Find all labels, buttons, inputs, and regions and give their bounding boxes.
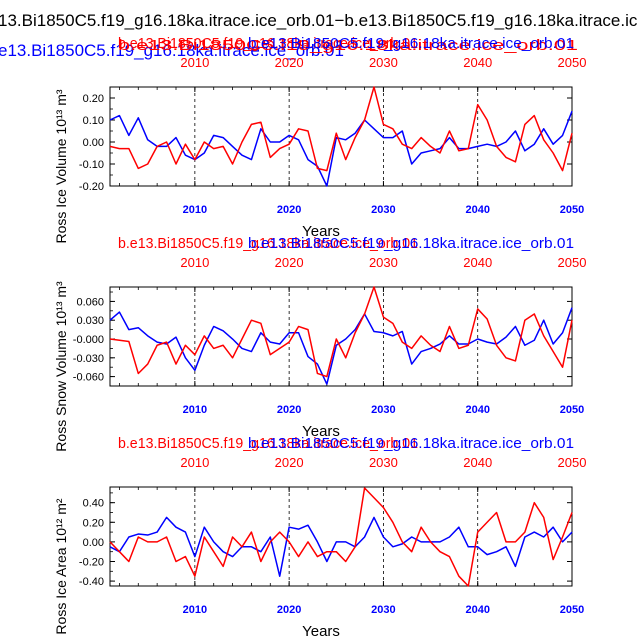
panel-title-red: b.e13.Bi1850C5.f19_g16.18ka.itrace.ice_o… [118,35,418,52]
y-tick-label: -0.20 [79,556,104,568]
x-tick-label-blue: 2050 [560,404,584,416]
x-tick-label-blue: 2020 [277,204,301,216]
top-title-black: 13.Bi1850C5.f19_g16.18ka.itrace.ice_orb.… [0,11,637,30]
x-tick-label-blue: 2030 [371,604,395,616]
x-tick-label-red: 2010 [180,255,209,270]
x-tick-label-red: 2020 [275,455,304,470]
y-tick-label: -0.000 [73,334,104,346]
y-tick-label: 0.40 [83,498,104,510]
plot-frame [109,486,573,587]
x-tick-label-red: 2040 [463,55,492,70]
y-tick-label: 0.00 [83,537,104,549]
panel-ross-snow-volume: b.e13.Bi1850C5.f19_g16.18ka.itrace.ice_o… [53,235,586,452]
top-title-blue: e13.Bi1850C5.f19_g16.18ka.itrace.ice_orb… [0,41,344,60]
x-tick-label-blue: 2010 [183,404,207,416]
x-tick-label-red: 2020 [275,255,304,270]
y-tick-label: 0.060 [76,296,104,308]
panel-ross-ice-area: b.e13.Bi1850C5.f19_g16.18ka.itrace.ice_o… [53,435,586,637]
panel-title-red: b.e13.Bi1850C5.f19_g16.18ka.itrace.ice_o… [118,435,418,452]
x-tick-label-red: 2030 [369,55,398,70]
panel-title-blue: b.e13.Bi1850C5.f19_g16.18ka.itrace.ice_o… [248,235,574,252]
x-tick-label-red: 2030 [369,255,398,270]
x-tick-label-red: 2020 [275,55,304,70]
x-tick-label-blue: 2030 [371,204,395,216]
series-line-red [109,86,573,172]
y-tick-label: -0.10 [79,159,104,171]
x-tick-label-red: 2050 [558,55,587,70]
series-line-blue [109,307,573,385]
series-line-red [109,487,573,587]
series-line-blue [109,110,573,187]
panel-ross-ice-volume: b.e13.Bi1850C5.f19_g16.18ka.itrace.ice_o… [53,35,586,244]
x-tick-label-blue: 2030 [371,404,395,416]
panel-title-blue: b.e13.Bi1850C5.f19_g16.18ka.itrace.ice_o… [248,35,574,52]
x-tick-label-blue: 2010 [183,204,207,216]
x-tick-label-blue: 2020 [277,604,301,616]
x-tick-label-blue: 2050 [560,604,584,616]
x-axis-label: Years [302,423,340,440]
panel-title-red: b.e13.Bi1850C5.f19_g16.18ka.itrace.ice_o… [118,235,418,252]
y-tick-label: 0.20 [83,93,104,105]
x-tick-label-red: 2010 [180,55,209,70]
x-tick-label-red: 2040 [463,455,492,470]
plot-frame [109,86,573,187]
x-tick-label-blue: 2050 [560,204,584,216]
y-axis-label: Ross Ice Volume 10¹³ m³ [53,89,69,243]
panel-title-blue: b.e13.Bi1850C5.f19_g16.18ka.itrace.ice_o… [248,435,574,452]
y-tick-label: 0.030 [76,315,104,327]
x-tick-label-blue: 2020 [277,404,301,416]
x-tick-label-red: 2050 [558,255,587,270]
y-tick-label: 0.20 [83,517,104,529]
x-tick-label-red: 2010 [180,455,209,470]
x-axis-label: Years [302,623,340,637]
top-title-red: b.e13.Bi1850C5.f19_g16.18ka.itrace.ice_o… [118,37,578,54]
y-tick-label: -0.030 [73,353,104,365]
y-tick-label: -0.060 [73,372,104,384]
plot-frame [109,286,573,387]
x-tick-label-blue: 2040 [465,404,489,416]
y-tick-label: -0.40 [79,576,104,588]
x-tick-label-red: 2040 [463,255,492,270]
x-tick-label-blue: 2010 [183,604,207,616]
y-tick-label: -0.20 [79,181,104,193]
y-tick-label: 0.10 [83,115,104,127]
y-tick-label: 0.00 [83,137,104,149]
series-line-blue [109,516,573,577]
y-axis-label: Ross Snow Volume 10¹³ m³ [53,281,69,452]
x-tick-label-blue: 2040 [465,604,489,616]
x-tick-label-blue: 2040 [465,204,489,216]
y-axis-label: Ross Ice Area 10¹² m² [53,498,69,634]
x-tick-label-red: 2050 [558,455,587,470]
x-axis-label: Years [302,223,340,240]
x-tick-label-red: 2030 [369,455,398,470]
series-line-red [109,286,573,378]
